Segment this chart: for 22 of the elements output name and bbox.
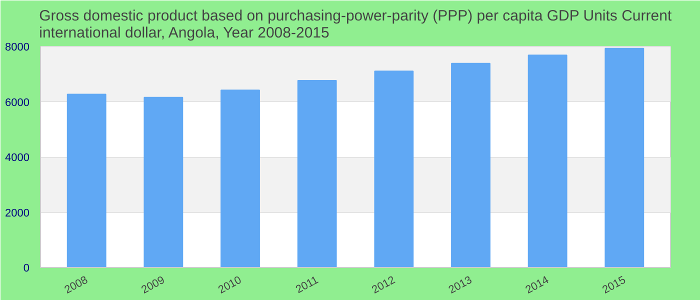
bar — [297, 80, 337, 268]
bar — [144, 96, 184, 268]
y-tick-label: 8000 — [5, 42, 30, 54]
x-tick-label: 2013 — [446, 274, 474, 296]
bar — [220, 90, 260, 268]
chart-title: Gross domestic product based on purchasing-power-parity (PPP) per capita GDP Units Current international dollar, Angola, Year 2008-2015 — [39, 8, 672, 42]
y-tick-label: 0 — [23, 262, 30, 274]
x-tick-label: 2014 — [524, 274, 551, 296]
y-tick-label: 4000 — [5, 152, 30, 164]
x-tick-label: 2008 — [62, 274, 90, 296]
bar — [528, 54, 568, 268]
x-tick-label: 2012 — [370, 274, 398, 296]
y-tick-label: 6000 — [5, 96, 30, 109]
x-tick-label: 2015 — [600, 274, 628, 296]
x-tick-label: 2009 — [140, 274, 167, 296]
bar — [604, 48, 644, 268]
bar — [451, 62, 490, 268]
bar — [66, 94, 106, 268]
x-tick-label: 2010 — [216, 274, 244, 296]
bar — [374, 70, 414, 268]
y-tick-label: 2000 — [5, 207, 30, 220]
x-tick-label: 2011 — [294, 274, 320, 296]
